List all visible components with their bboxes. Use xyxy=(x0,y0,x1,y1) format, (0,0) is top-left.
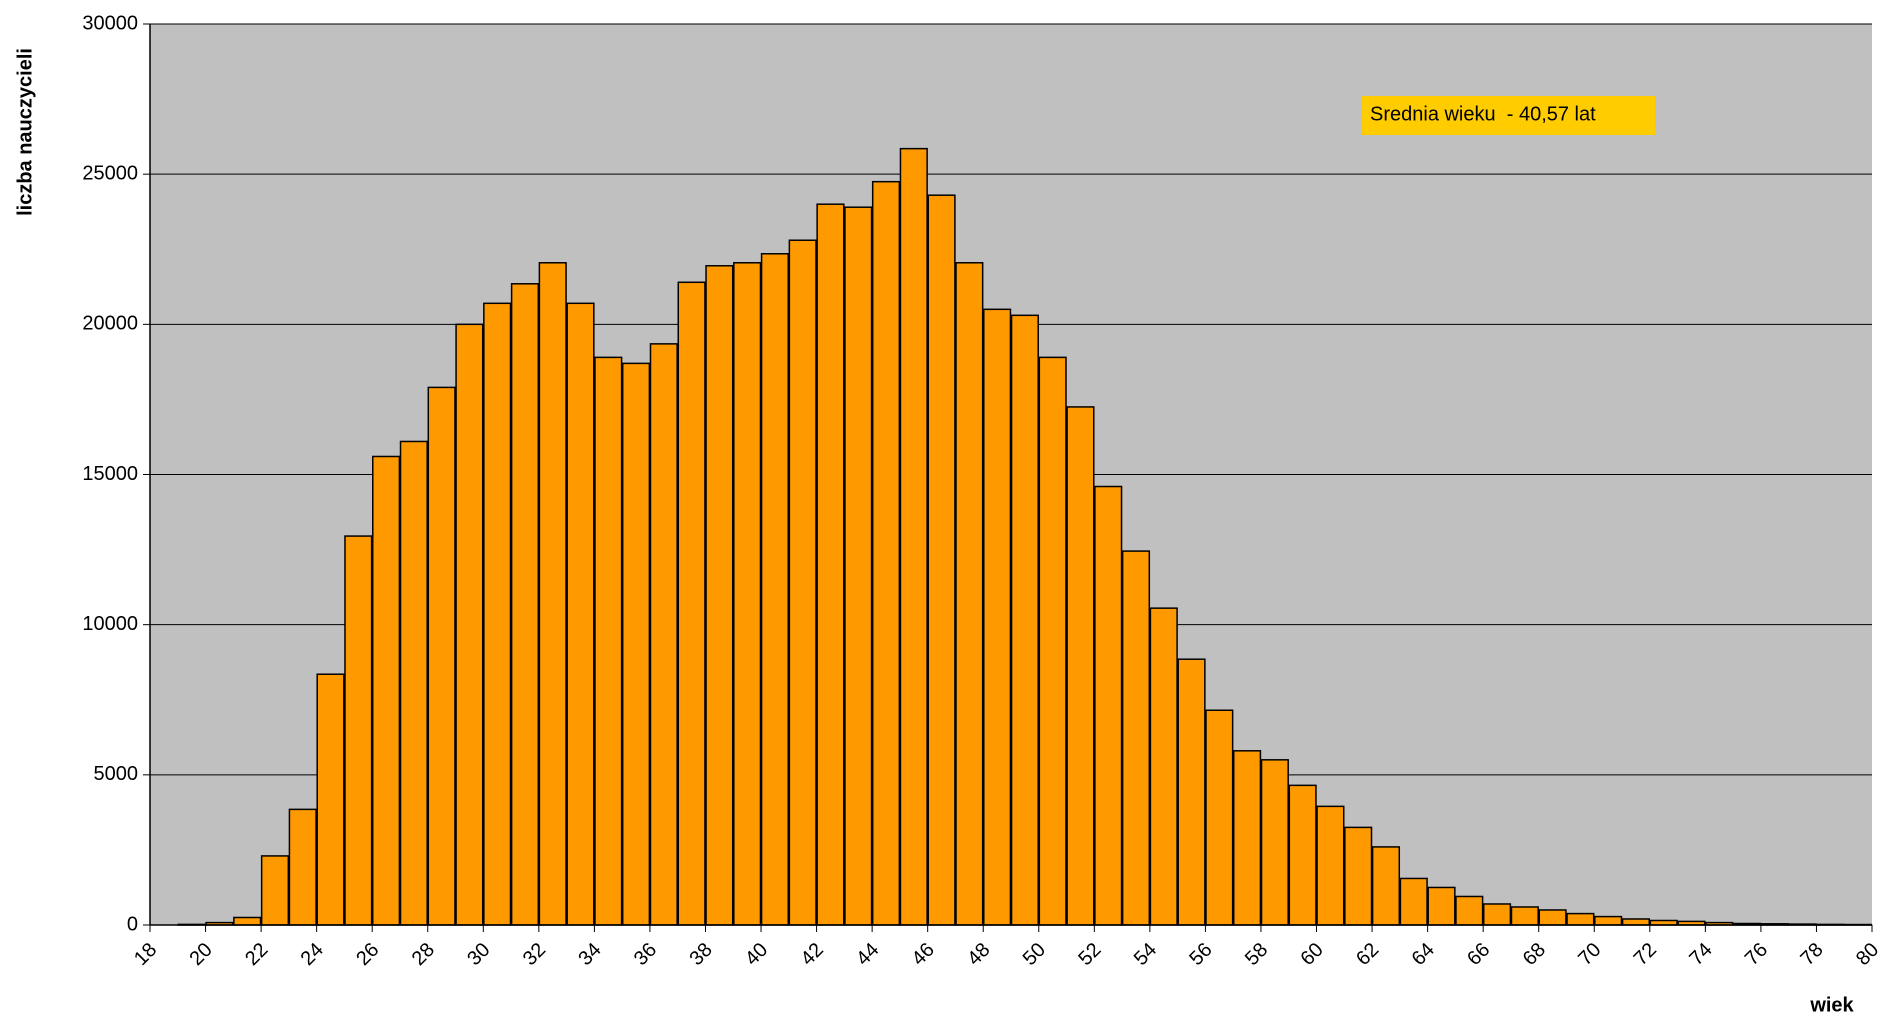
bar xyxy=(1316,805,1345,926)
bar xyxy=(1621,918,1651,926)
x-tick-label: 46 xyxy=(908,939,939,970)
bar xyxy=(455,323,484,926)
bar xyxy=(816,203,845,926)
bar xyxy=(983,308,1012,926)
x-tick-label: 76 xyxy=(1741,939,1772,970)
bar xyxy=(1455,895,1484,926)
x-tick-label: 42 xyxy=(797,939,828,970)
bar xyxy=(1260,759,1289,926)
bar xyxy=(1344,826,1373,926)
bar xyxy=(955,262,984,926)
bar xyxy=(1482,903,1512,926)
bar xyxy=(1371,846,1401,926)
x-tick-label: 28 xyxy=(408,939,439,970)
x-tick-label: 66 xyxy=(1463,939,1494,970)
y-tick-label: 10000 xyxy=(82,613,138,635)
bar xyxy=(510,283,540,926)
x-tick-label: 78 xyxy=(1796,939,1827,970)
bar xyxy=(677,281,706,926)
bar xyxy=(260,855,290,926)
bar xyxy=(649,343,678,926)
bar xyxy=(288,808,317,926)
bar xyxy=(1427,886,1456,926)
annotation-box xyxy=(1362,96,1655,135)
bar xyxy=(594,356,623,926)
annotation: Srednia wieku - 40,57 lat xyxy=(1370,103,1596,125)
x-tick-label: 54 xyxy=(1130,939,1161,970)
bar xyxy=(371,455,401,926)
x-tick-label: 24 xyxy=(297,939,328,970)
bar xyxy=(1510,906,1539,926)
bar xyxy=(1594,915,1623,926)
bar xyxy=(1149,607,1178,926)
bar xyxy=(1010,314,1039,926)
bar xyxy=(788,239,817,926)
x-tick-label: 40 xyxy=(741,939,772,970)
bar xyxy=(233,916,262,926)
bar xyxy=(1205,709,1234,926)
bar xyxy=(1566,912,1595,926)
x-tick-label: 74 xyxy=(1685,939,1716,970)
bar xyxy=(760,253,790,926)
bar xyxy=(1288,784,1317,926)
x-tick-label: 30 xyxy=(463,939,494,970)
x-tick-label: 62 xyxy=(1352,939,1383,970)
x-tick-label: 38 xyxy=(685,939,716,970)
bar xyxy=(566,302,595,926)
x-tick-label: 34 xyxy=(574,939,605,970)
x-axis-label: wiek xyxy=(1809,994,1854,1016)
bar xyxy=(399,440,428,926)
x-tick-label: 80 xyxy=(1852,939,1883,970)
x-tick-label: 64 xyxy=(1408,939,1439,970)
x-tick-label: 36 xyxy=(630,939,661,970)
x-tick-label: 72 xyxy=(1630,939,1661,970)
bar xyxy=(316,673,345,926)
bar xyxy=(1232,750,1262,926)
bar xyxy=(427,386,456,926)
bar xyxy=(1038,356,1067,926)
y-tick-label: 20000 xyxy=(82,313,138,335)
bar xyxy=(621,362,651,926)
y-tick-label: 0 xyxy=(127,913,138,935)
bar xyxy=(483,302,512,926)
y-axis-label: liczba nauczycieli xyxy=(14,48,36,216)
bar xyxy=(927,194,956,926)
y-tick-label: 30000 xyxy=(82,12,138,34)
x-tick-label: 48 xyxy=(963,939,994,970)
bar xyxy=(344,535,373,926)
x-tick-label: 20 xyxy=(186,939,217,970)
bar xyxy=(871,180,901,926)
x-tick-label: 58 xyxy=(1241,939,1272,970)
y-tick-label: 5000 xyxy=(94,763,139,785)
x-tick-label: 52 xyxy=(1074,939,1105,970)
x-tick-label: 18 xyxy=(130,939,161,970)
bar xyxy=(1094,485,1123,926)
bar xyxy=(899,147,928,926)
x-tick-label: 50 xyxy=(1019,939,1050,970)
bar xyxy=(844,206,873,926)
bar xyxy=(1177,658,1206,926)
bar xyxy=(1538,909,1567,926)
bar xyxy=(538,262,567,926)
x-tick-label: 26 xyxy=(352,939,383,970)
x-tick-label: 44 xyxy=(852,939,883,970)
y-tick-label: 15000 xyxy=(82,463,138,485)
x-tick-label: 68 xyxy=(1519,939,1550,970)
bar xyxy=(705,265,734,926)
x-tick-label: 70 xyxy=(1574,939,1605,970)
bar xyxy=(1066,406,1095,926)
bar xyxy=(1121,550,1151,926)
x-tick-label: 22 xyxy=(241,939,272,970)
x-tick-label: 56 xyxy=(1185,939,1216,970)
y-tick-label: 25000 xyxy=(82,162,138,184)
x-tick-label: 60 xyxy=(1296,939,1327,970)
bar xyxy=(733,262,762,926)
bar xyxy=(1399,877,1428,926)
x-tick-label: 32 xyxy=(519,939,550,970)
